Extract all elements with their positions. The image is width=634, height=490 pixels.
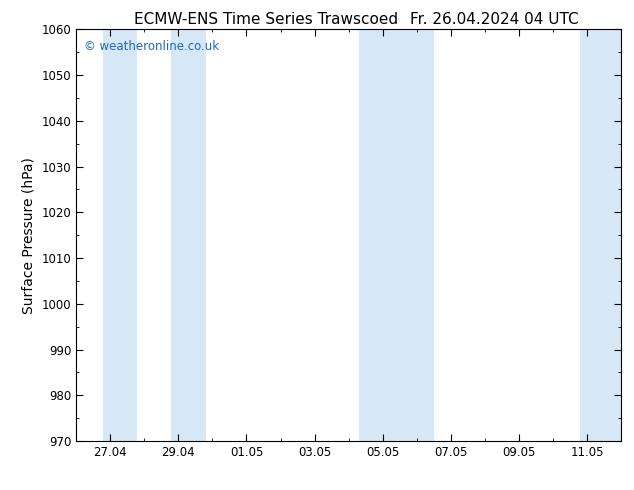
- Bar: [359, 29, 410, 441]
- Text: © weatheronline.co.uk: © weatheronline.co.uk: [84, 40, 219, 53]
- Bar: [410, 29, 434, 441]
- Y-axis label: Surface Pressure (hPa): Surface Pressure (hPa): [22, 157, 36, 314]
- Bar: [580, 29, 628, 441]
- Text: ECMW-ENS Time Series Trawscoed: ECMW-ENS Time Series Trawscoed: [134, 12, 398, 27]
- Bar: [171, 29, 205, 441]
- Bar: [103, 29, 138, 441]
- Text: Fr. 26.04.2024 04 UTC: Fr. 26.04.2024 04 UTC: [410, 12, 579, 27]
